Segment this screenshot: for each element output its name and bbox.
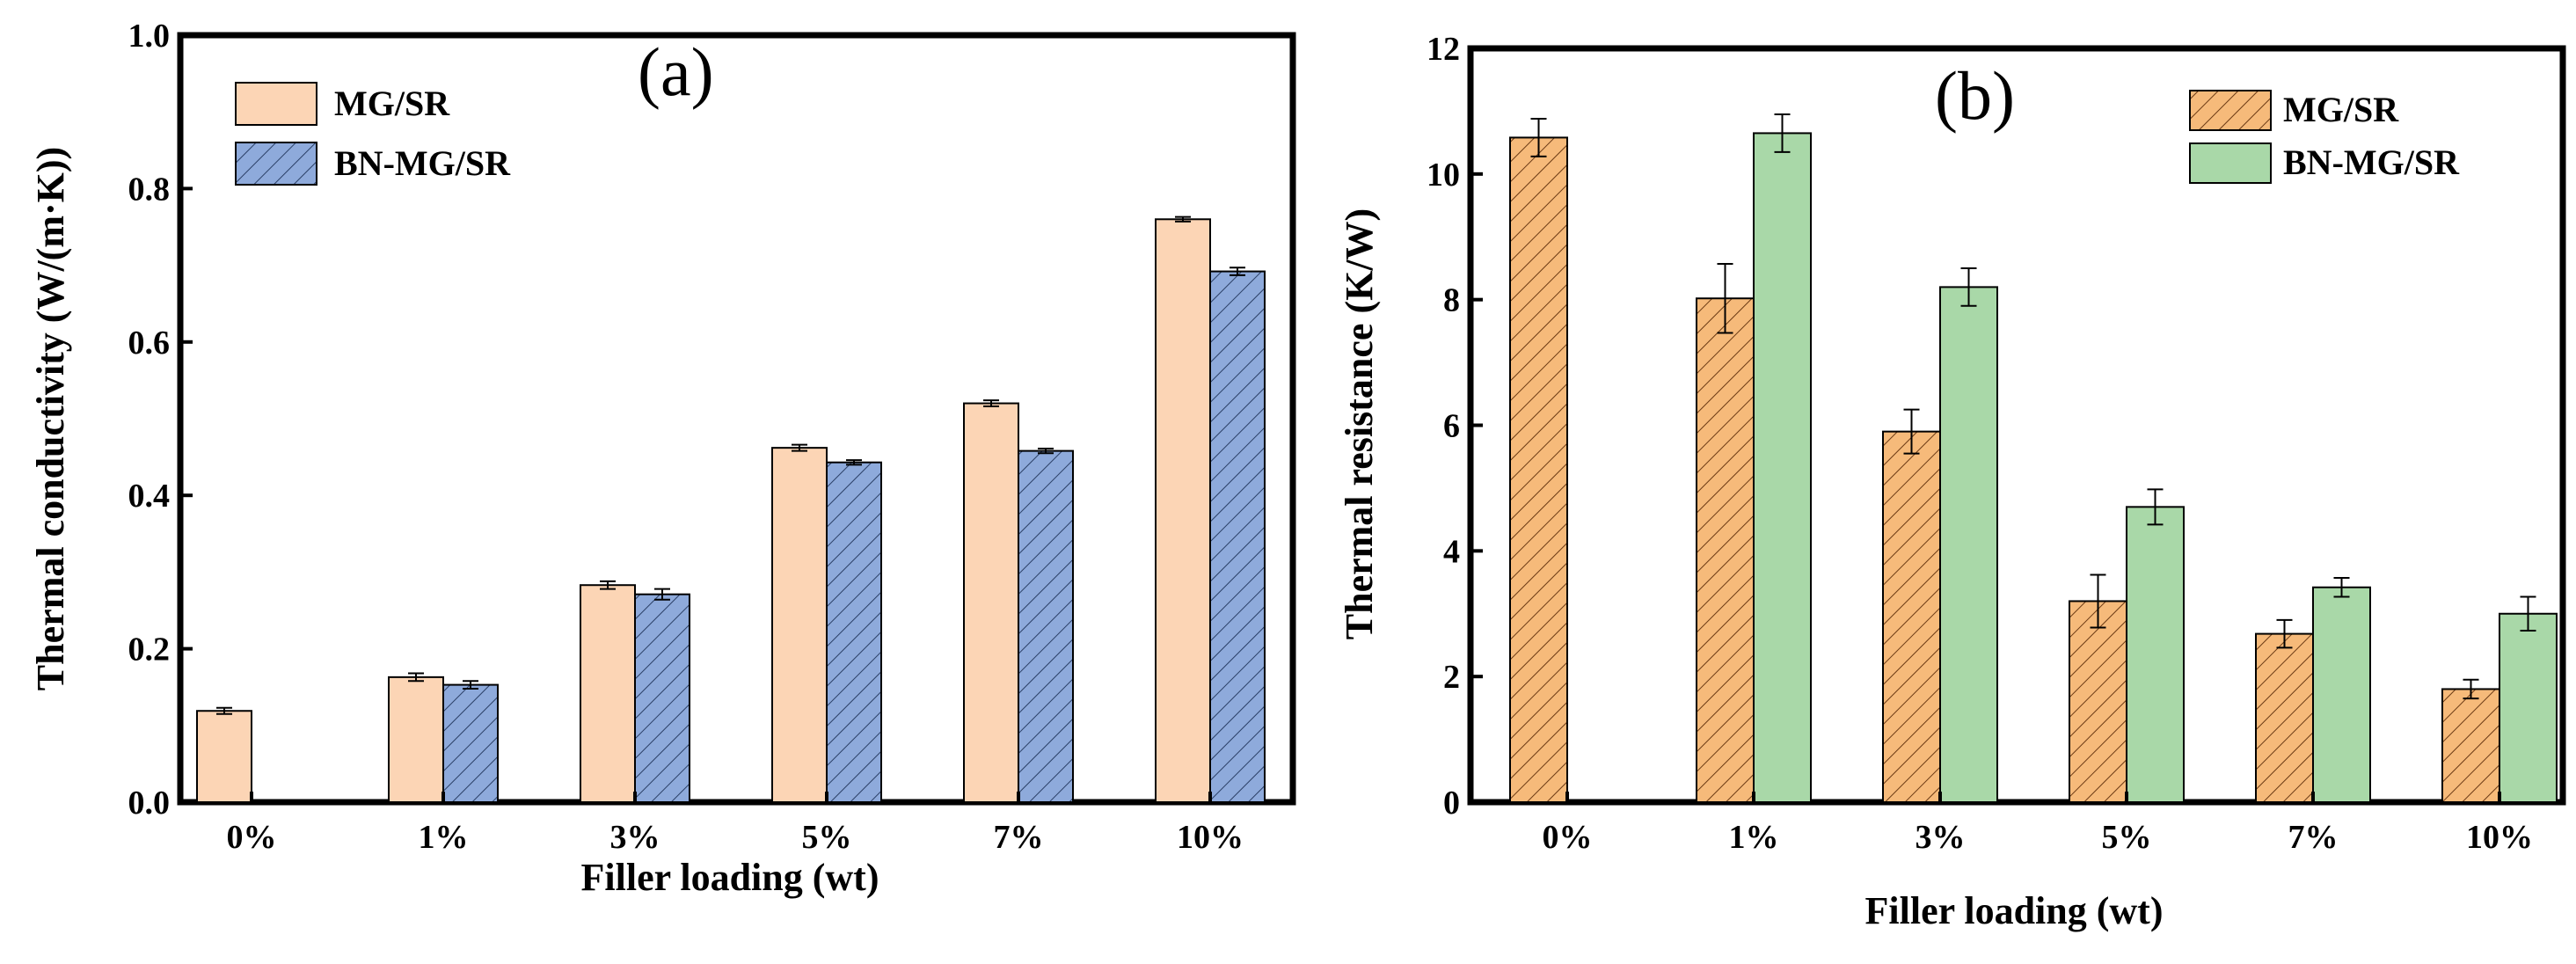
legend-swatch-mg-sr: [235, 82, 317, 126]
legend-label-mg-sr: MG/SR: [334, 84, 450, 123]
panel-a: 0.0 0.2 0.4 0.6 0.8 1.0 0% 1% 3% 5% 7% 10% (a) The…: [29, 18, 1296, 899]
panel-a-label: (a): [638, 33, 714, 110]
y-tick-label: 0.6: [128, 325, 171, 362]
bar-mg-sr-1pct: [1696, 297, 1755, 803]
x-tick-label: 1%: [419, 819, 469, 856]
bar-mg-sr-3pct: [580, 584, 636, 803]
x-tick-label: 3%: [1916, 819, 1966, 856]
bar-mg-sr-10pct: [1155, 218, 1211, 803]
y-tick-label: 0: [1443, 785, 1460, 822]
error-bar: [983, 399, 999, 408]
legend-swatch-bn-mg-sr: [2189, 142, 2272, 184]
bar-mg-sr-3pct: [1882, 430, 1941, 803]
error-bar: [2520, 595, 2536, 632]
y-tick-label: 0.4: [128, 478, 171, 515]
x-tick-label: 3%: [610, 819, 660, 856]
x-tick-label: 5%: [802, 819, 852, 856]
x-tick-label: 5%: [2102, 819, 2152, 856]
y-tick-label: 1.0: [128, 18, 171, 55]
y-tick-label: 8: [1443, 282, 1460, 319]
error-bar: [2147, 488, 2164, 526]
error-bar: [846, 459, 862, 466]
bar-bn-mg-sr-7pct: [1018, 449, 1074, 804]
error-bar: [1774, 113, 1791, 153]
bar-mg-sr-1pct: [388, 676, 444, 804]
bar-bn-mg-sr-7pct: [2312, 586, 2371, 803]
bar-bn-mg-sr-1pct: [1753, 132, 1812, 804]
error-bar: [2463, 678, 2479, 700]
panel-a-y-axis-title: Thermal conductivity (W/(m·K)): [29, 147, 72, 690]
panel-b: 0 2 4 6 8 10 12 0% 1% 3% 5% 7% 10% (b) Thermal resi…: [1338, 31, 2566, 932]
error-bar: [408, 672, 424, 683]
bar-bn-mg-sr-3pct: [634, 593, 690, 803]
error-bar: [216, 706, 232, 715]
error-bar: [1038, 448, 1054, 455]
error-bar: [2276, 618, 2293, 649]
bar-mg-sr-7pct: [2255, 632, 2314, 803]
error-bar: [1717, 262, 1733, 334]
panel-b-legend: MG/SR BN-MG/SR: [2189, 90, 2460, 184]
y-tick-label: 0.8: [128, 171, 171, 208]
bar-mg-sr-7pct: [963, 402, 1019, 803]
panel-a-plot-frame: [177, 32, 1296, 806]
legend-swatch-mg-sr: [2189, 90, 2272, 131]
error-bar: [1903, 408, 1920, 455]
panel-b-y-axis-title: Thermal resistance (K/W): [1338, 208, 1381, 639]
panel-b-label: (b): [1935, 57, 2015, 134]
x-tick-label: 10%: [1177, 819, 1244, 856]
bar-bn-mg-sr-10pct: [2499, 612, 2558, 803]
error-bar: [792, 443, 807, 452]
bar-bn-mg-sr-5pct: [826, 461, 882, 803]
error-bar: [1230, 267, 1245, 276]
bar-mg-sr-5pct: [2069, 600, 2127, 804]
error-bar: [2333, 577, 2350, 598]
bar-mg-sr-5pct: [771, 447, 828, 803]
y-tick-label: 0.0: [128, 785, 171, 822]
y-tick-label: 4: [1443, 533, 1460, 570]
x-tick-label: 7%: [994, 819, 1044, 856]
error-bar: [600, 580, 616, 590]
legend-swatch-bn-mg-sr: [235, 142, 317, 186]
legend-label-bn-mg-sr: BN-MG/SR: [2283, 142, 2460, 182]
legend-label-mg-sr: MG/SR: [2283, 90, 2399, 129]
y-tick-label: 6: [1443, 408, 1460, 445]
panel-a-x-axis-title: Filler loading (wt): [581, 856, 879, 899]
error-bar: [463, 680, 478, 690]
bar-bn-mg-sr-10pct: [1209, 270, 1266, 803]
bar-bn-mg-sr-3pct: [1939, 286, 1998, 803]
y-tick-label: 10: [1427, 157, 1460, 194]
y-tick-label: 12: [1427, 31, 1460, 68]
bar-mg-sr-0pct: [196, 710, 252, 803]
error-bar: [654, 588, 670, 601]
legend-label-bn-mg-sr: BN-MG/SR: [334, 143, 511, 183]
x-tick-label: 0%: [1543, 819, 1593, 856]
error-bar: [2090, 573, 2106, 629]
panel-b-x-axis-title: Filler loading (wt): [1865, 889, 2164, 932]
bar-bn-mg-sr-5pct: [2126, 506, 2185, 803]
error-bar: [1960, 267, 1977, 307]
y-tick-label: 0.2: [128, 632, 171, 668]
y-tick-label: 2: [1443, 659, 1460, 696]
x-tick-label: 1%: [1729, 819, 1779, 856]
error-bar: [1530, 117, 1547, 157]
bar-bn-mg-sr-1pct: [442, 683, 499, 803]
x-tick-label: 7%: [2288, 819, 2339, 856]
bar-mg-sr-0pct: [1509, 136, 1568, 803]
panel-a-legend: MG/SR BN-MG/SR: [235, 82, 511, 186]
error-bar: [1175, 215, 1191, 223]
x-tick-label: 10%: [2466, 819, 2533, 856]
x-tick-label: 0%: [227, 819, 277, 856]
bar-mg-sr-10pct: [2441, 688, 2500, 804]
